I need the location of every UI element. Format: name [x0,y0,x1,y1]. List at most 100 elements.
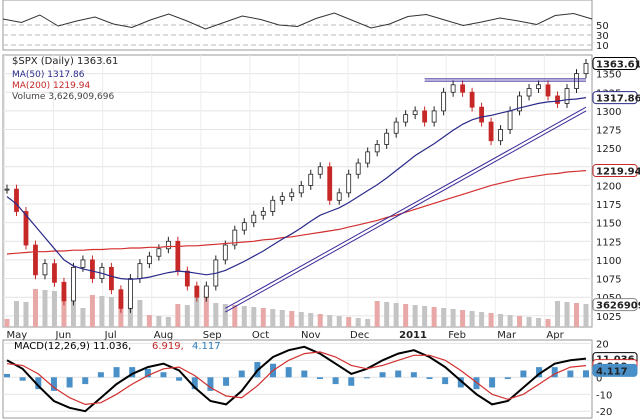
price-candle [14,188,19,212]
price-candle [241,222,247,231]
price-candle [222,244,228,261]
macd-histogram-bar [113,367,120,378]
macd-histogram-bar [551,367,558,378]
price-candle [393,121,399,134]
price-candle [469,91,475,108]
price-candle [232,229,238,246]
volume-bar [346,317,352,327]
macd-tick-label: -10 [596,390,612,401]
macd-histogram-bar [520,370,527,378]
price-candle [422,110,428,123]
volume-value-label-box [592,298,638,312]
volume-bar [384,302,390,327]
price-candle [545,84,551,97]
price-candle [156,248,162,257]
volume-bar [203,288,209,327]
volume-bar [232,305,238,327]
macd-legend-histogram: 4.117 [192,341,221,352]
price-tick-label: 1175 [596,200,621,211]
month-label: Feb [448,330,466,341]
price-candle [479,106,484,123]
price-candle [137,263,143,279]
macd-histogram-bar [348,377,355,386]
volume-bar [89,295,95,327]
price-tick-label: 1100 [596,256,621,267]
volume-bar [460,310,466,327]
macd-histogram-bar [457,377,464,388]
volume-bar [165,317,171,327]
month-label: Nov [301,330,321,341]
volume-bar [545,319,551,327]
price-candle [165,240,171,250]
volume-bar [32,289,38,327]
ma50-legend: MA(50) 1317.86 [12,70,85,80]
ma200-value-label: 1219.94 [596,167,640,178]
volume-bar [555,301,561,327]
price-tick-label: 1350 [596,70,621,81]
macd-histogram-bar [50,377,57,391]
macd-signal-line [6,351,587,406]
price-candle [298,185,304,194]
price-candle [327,166,333,201]
macd-histogram-bar [301,370,308,378]
macd-tick-label: 0 [596,373,602,384]
macd-line [6,345,587,413]
volume-bar [374,301,380,327]
price-candle [308,173,314,186]
price-candle [90,259,95,279]
macd-histogram-bar [4,373,10,378]
price-candle [270,199,276,212]
volume-bar [422,306,428,327]
macd-histogram-bar [144,368,151,378]
volume-bar [194,287,200,327]
price-candle [146,255,152,265]
volume-bar [108,297,114,327]
volume-bar [222,304,228,327]
ma200-value-label-box [592,164,638,178]
macd-histogram-bar [536,367,543,378]
macd-tick-label: 20 [596,339,609,350]
volume-bar [488,313,494,327]
volume-legend: Volume 3,626,909,696 [12,92,114,102]
macd-histogram-bar [97,372,104,378]
price-tick-label: 1075 [596,275,621,286]
price-title: $SPX (Daily) 1363.61 [12,56,118,67]
price-candle [194,285,200,298]
macd-histogram-bar [583,370,589,378]
ma50-value-label: 1317.86 [596,94,640,105]
price-frame [2,54,593,328]
volume-bar [251,307,257,327]
volume-bar [355,318,361,327]
volume-bar [137,300,143,327]
volume-bar [431,307,437,327]
price-legend: $SPX (Daily) 1363.61 MA(50) 1317.86 MA(2… [12,56,118,102]
support-trendline [225,106,587,309]
rsi-tick-label: 10 [596,41,609,52]
macd-histogram-bar [489,377,496,388]
price-tick-label: 1275 [596,126,621,137]
price-candle [4,188,10,191]
macd-legend-main: MACD(12,26,9) 11.036, [14,341,131,352]
ma50-line [6,97,587,280]
price-candle [251,214,257,224]
volume-bar [127,299,133,327]
volume-bar [441,308,447,327]
price-candle [384,132,390,145]
volume-bar [80,308,86,327]
price-candle [583,63,589,75]
macd-panel: 20100-10-2011.0366.9194.117 [2,339,638,419]
volume-bar [4,319,10,327]
volume-bar [42,290,48,327]
price-candle [80,259,86,268]
price-candle [374,144,380,153]
last-price-label-box [592,56,638,70]
price-candle [431,110,437,123]
volume-bar [146,315,152,327]
volume-bar [564,302,570,327]
volume-bar [536,318,542,327]
month-label: Jun [55,330,72,341]
price-candle [507,110,513,130]
macd-histogram-bar [285,367,292,378]
